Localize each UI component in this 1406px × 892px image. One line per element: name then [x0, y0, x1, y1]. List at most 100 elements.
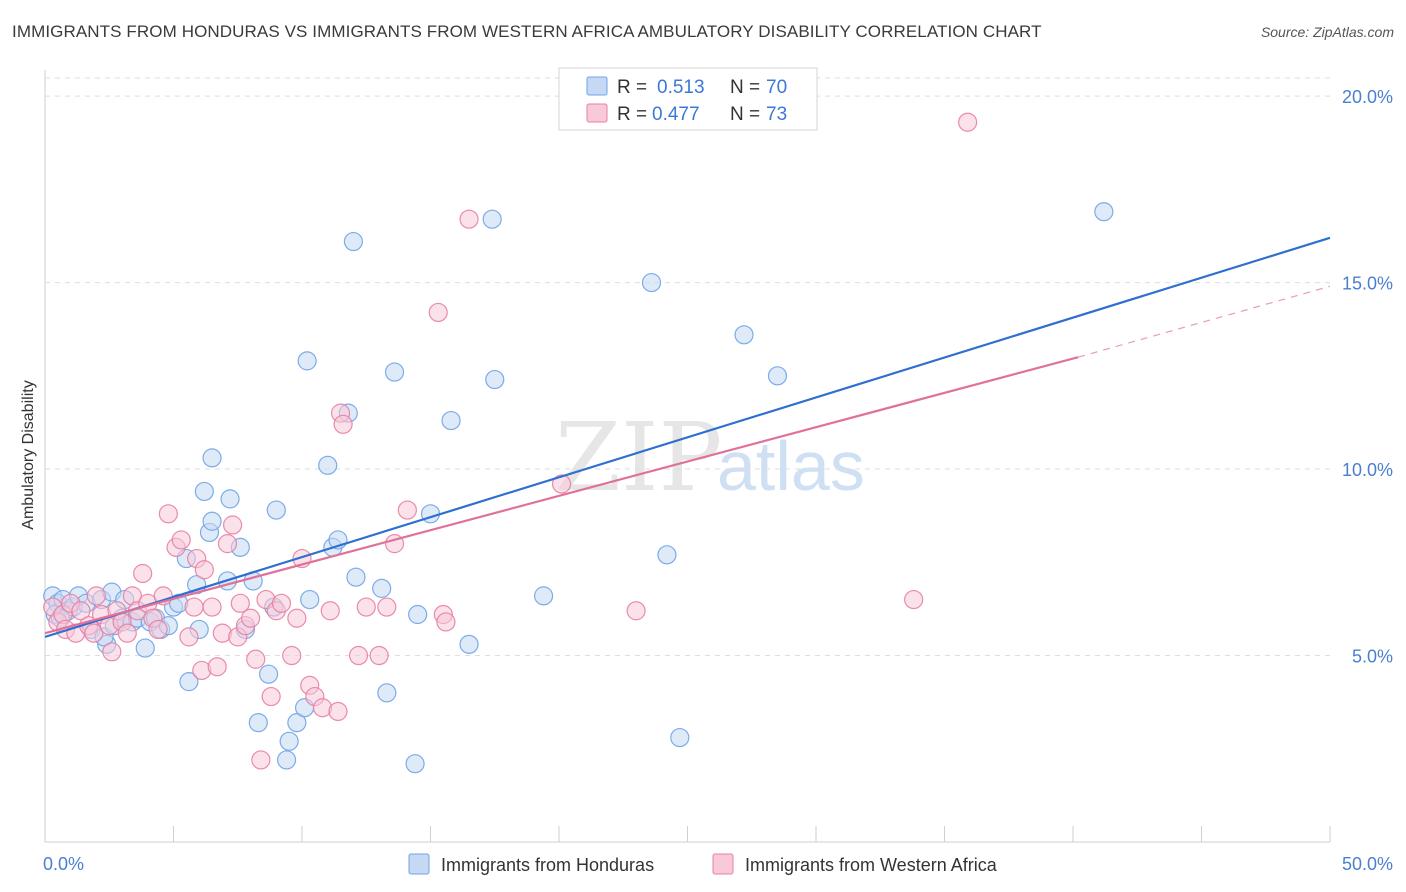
point-honduras [372, 578, 392, 598]
y-tick-label: 5.0% [1352, 647, 1393, 667]
point-honduras [202, 448, 222, 468]
point-honduras [459, 634, 479, 654]
point-honduras [734, 325, 754, 345]
point-western-africa [184, 597, 204, 617]
gridlines [45, 77, 1330, 657]
legend-r-label-honduras: R = [617, 77, 647, 98]
point-western-africa [207, 657, 227, 677]
point-western-africa [102, 642, 122, 662]
trend-line-western-africa [44, 356, 1079, 635]
watermark: ZIP atlas [555, 403, 865, 513]
point-western-africa [904, 589, 924, 610]
trend-lines [44, 236, 1331, 638]
point-honduras [220, 489, 240, 509]
point-western-africa [282, 645, 302, 666]
point-western-africa [348, 645, 369, 666]
point-western-africa [251, 750, 271, 770]
point-western-africa [223, 515, 243, 535]
point-honduras [276, 750, 297, 770]
point-honduras [279, 731, 299, 751]
point-honduras [377, 683, 397, 703]
point-western-africa [377, 597, 397, 617]
point-honduras [405, 754, 425, 774]
axes [44, 70, 1331, 843]
y-tick-labels: 5.0% 10.0% 15.0% 20.0% [1342, 87, 1393, 666]
point-western-africa [217, 534, 238, 554]
point-western-africa [356, 597, 376, 617]
point-western-africa [171, 530, 191, 550]
x-tick-label: 50.0% [1342, 854, 1393, 874]
trend-line-western-africa-extension [1077, 285, 1331, 358]
point-western-africa [133, 563, 153, 584]
point-honduras [179, 672, 199, 692]
point-western-africa [436, 612, 456, 632]
point-honduras [287, 713, 307, 733]
point-western-africa [369, 645, 389, 666]
watermark-atlas: atlas [717, 427, 865, 505]
bottom-legend-label-western-africa: Immigrants from Western Africa [745, 855, 998, 875]
point-honduras [670, 727, 690, 748]
legend-swatch-western-africa [586, 103, 608, 123]
point-western-africa [261, 686, 281, 707]
point-western-africa [84, 623, 104, 643]
point-western-africa [626, 601, 646, 621]
point-honduras [343, 231, 363, 252]
point-western-africa [246, 649, 266, 669]
point-honduras [248, 713, 268, 733]
point-western-africa [148, 619, 168, 640]
point-western-africa [428, 302, 448, 323]
point-honduras [266, 500, 286, 520]
legend-n-value-western-africa: 73 [766, 104, 787, 125]
point-western-africa [202, 597, 222, 617]
series-western-africa-points [43, 112, 978, 770]
source-label: Source: ZipAtlas.com [1260, 24, 1394, 40]
legend-r-value-honduras: 0.513 [657, 77, 705, 98]
point-honduras [318, 455, 338, 475]
point-honduras [408, 604, 428, 625]
chart-title: IMMIGRANTS FROM HONDURAS VS IMMIGRANTS F… [12, 22, 1042, 41]
point-western-africa [551, 474, 572, 494]
point-western-africa [287, 608, 307, 628]
y-tick-label: 10.0% [1342, 460, 1393, 480]
bottom-legend-swatch-honduras [408, 853, 430, 875]
bottom-legend-label-honduras: Immigrants from Honduras [441, 855, 654, 875]
point-honduras [194, 481, 214, 502]
point-western-africa [230, 593, 250, 613]
legend-swatch-honduras [586, 76, 608, 96]
y-tick-label: 15.0% [1342, 274, 1393, 294]
point-honduras [202, 511, 222, 531]
point-western-africa [158, 504, 178, 524]
x-tick-label: 0.0% [43, 854, 84, 874]
point-western-africa [459, 209, 479, 229]
point-honduras [641, 272, 662, 293]
point-honduras [300, 589, 320, 610]
point-western-africa [117, 623, 137, 643]
point-honduras [258, 664, 279, 684]
point-western-africa [179, 627, 199, 647]
point-western-africa [194, 560, 214, 580]
watermark-zip: ZIP [555, 403, 722, 513]
legend-n-label-western-africa: N = [730, 104, 760, 125]
point-honduras [657, 545, 677, 565]
trend-line-honduras [44, 236, 1331, 638]
bottom-legend: Immigrants from Honduras Immigrants from… [408, 853, 998, 875]
legend-n-value-honduras: 70 [766, 77, 787, 98]
point-western-africa [241, 608, 261, 628]
point-western-africa [71, 601, 91, 621]
point-western-africa [958, 112, 978, 132]
point-honduras [485, 369, 505, 390]
point-honduras [384, 362, 405, 382]
point-honduras [135, 638, 155, 658]
point-honduras [767, 366, 788, 386]
point-honduras [533, 586, 554, 606]
point-western-africa [271, 593, 292, 613]
point-western-africa [86, 586, 107, 606]
y-tick-label: 20.0% [1342, 87, 1393, 107]
legend-n-label-honduras: N = [730, 77, 760, 98]
bottom-legend-swatch-western-africa [712, 853, 734, 875]
y-axis-label: Ambulatory Disability [20, 380, 37, 529]
point-western-africa [320, 601, 340, 621]
point-honduras [346, 567, 366, 587]
point-western-africa [333, 414, 353, 434]
